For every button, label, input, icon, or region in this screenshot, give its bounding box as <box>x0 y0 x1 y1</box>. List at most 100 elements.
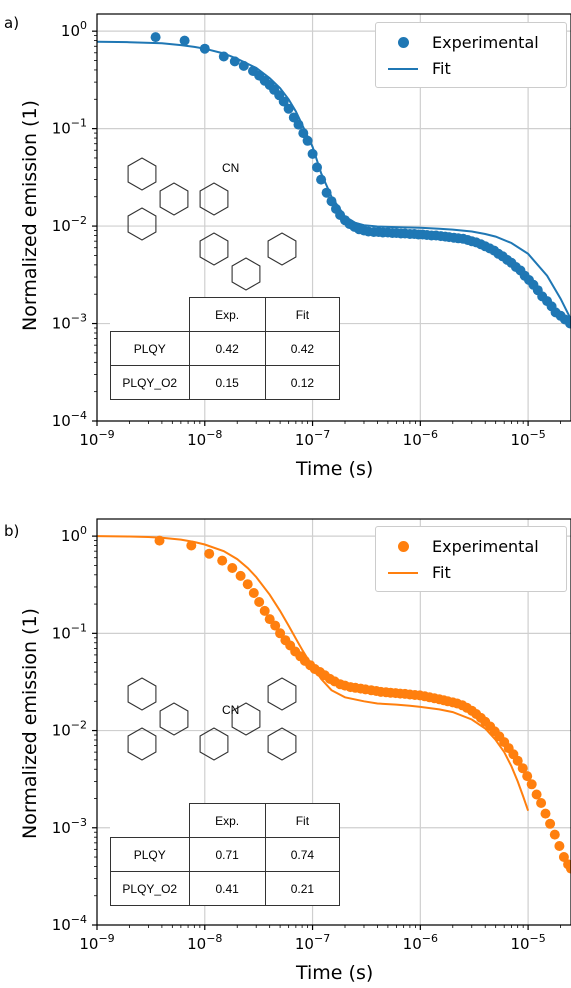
data-point <box>227 563 238 573</box>
structure-ring <box>127 207 157 241</box>
table-row: PLQY_O2 0.15 0.12 <box>110 365 341 400</box>
structure-ring <box>267 677 297 711</box>
table-cell: 0.42 <box>264 331 341 366</box>
legend-marker-icon <box>398 37 409 48</box>
y-tick-label: 10−4 <box>52 409 87 430</box>
structure-ring <box>199 232 229 266</box>
table-cell: 0.21 <box>264 871 341 906</box>
table-header: Exp. <box>188 297 266 332</box>
y-axis-label-a: Normalized emission (1) <box>19 100 41 331</box>
data-point <box>536 798 547 808</box>
structure-ring <box>267 232 297 266</box>
table-cell: 0.12 <box>264 365 341 400</box>
y-axis-label-b: Normalized emission (1) <box>19 608 41 839</box>
legend-item-experimental-a: Experimental <box>376 31 566 55</box>
legend-b: Experimental Fit <box>375 526 567 592</box>
data-point <box>288 112 299 123</box>
data-point <box>512 755 523 766</box>
y-tick-label: 100 <box>61 524 87 545</box>
legend-marker-icon <box>398 541 409 552</box>
structure-ring <box>127 727 157 761</box>
structure-ring <box>231 257 261 291</box>
x-axis-label-b: Time (s) <box>296 962 374 984</box>
x-tick-label: 10−8 <box>187 428 222 449</box>
plqy-table-a: Exp. Fit PLQY 0.42 0.42 PLQY_O2 0.15 0.1… <box>110 297 341 400</box>
table-header: Exp. <box>188 803 266 838</box>
data-point <box>217 555 228 566</box>
x-tick-label: 10−9 <box>79 428 114 449</box>
table-cell: 0.42 <box>188 331 266 366</box>
x-tick-label: 10−6 <box>403 932 438 953</box>
y-tick-label: 10−1 <box>52 621 87 642</box>
data-point <box>558 852 569 862</box>
data-point <box>270 620 281 631</box>
table-row: PLQY_O2 0.41 0.21 <box>110 871 341 906</box>
data-point <box>179 35 190 46</box>
structure-ring <box>127 677 157 711</box>
data-point <box>242 579 253 590</box>
table-cell: 0.74 <box>264 837 341 872</box>
legend-label: Experimental <box>432 33 539 52</box>
x-tick-label: 10−8 <box>187 932 222 953</box>
molecule-structure: CN <box>127 677 297 761</box>
table-cell: PLQY <box>110 331 190 366</box>
data-point <box>254 597 265 607</box>
structure-cn-label: CN <box>222 161 239 175</box>
table-row: PLQY 0.42 0.42 <box>110 331 341 366</box>
structure-ring <box>199 182 229 216</box>
data-point <box>204 548 215 559</box>
structure-ring <box>231 702 261 736</box>
chart-panel-a: CN 10−9 10−8 10−7 10−6 10−5 10−4 10−3 10−2 10−1 10… <box>52 13 571 449</box>
chart-panel-b: CN 10−9 10−8 10−7 10−6 10−5 10−4 10−3 10−2 10−1 10… <box>52 518 571 953</box>
structure-ring <box>159 182 189 216</box>
table-cell: 0.41 <box>188 871 266 906</box>
data-point <box>566 863 571 874</box>
x-tick-label: 10−5 <box>510 428 545 449</box>
data-point <box>545 818 556 829</box>
structure-ring <box>159 702 189 736</box>
table-header: Fit <box>264 803 341 838</box>
table-cell: 0.15 <box>188 365 266 400</box>
y-tick-label: 10−3 <box>52 312 87 333</box>
panel-label-a: a) <box>4 14 20 32</box>
legend-line-icon <box>388 68 418 70</box>
data-point <box>275 628 286 639</box>
y-tick-label: 10−1 <box>52 117 87 138</box>
table-cell: 0.71 <box>188 837 266 872</box>
table-row: PLQY 0.71 0.74 <box>110 837 341 872</box>
legend-label: Fit <box>432 563 451 582</box>
panel-label-b: b) <box>4 522 20 540</box>
table-header: Fit <box>264 297 341 332</box>
data-point <box>531 789 542 800</box>
y-tick-label: 10−4 <box>52 913 87 934</box>
y-tick-label: 10−2 <box>52 214 87 235</box>
x-tick-label: 10−7 <box>295 932 330 953</box>
data-point <box>278 96 289 107</box>
table-cell: PLQY_O2 <box>110 365 190 400</box>
data-point <box>259 605 270 616</box>
x-tick-label: 10−5 <box>510 932 545 953</box>
fit-line <box>97 40 571 320</box>
data-point <box>283 103 294 114</box>
data-point <box>554 841 565 851</box>
y-tick-label: 100 <box>61 19 87 40</box>
x-tick-label: 10−7 <box>295 428 330 449</box>
legend-label: Fit <box>432 59 451 78</box>
table-cell: PLQY <box>110 837 190 872</box>
data-point <box>540 808 551 819</box>
x-tick-label: 10−6 <box>403 428 438 449</box>
data-point <box>235 570 246 581</box>
fit-line <box>97 535 530 812</box>
x-axis-label-a: Time (s) <box>296 458 374 480</box>
structure-ring <box>199 727 229 761</box>
data-point <box>248 588 259 598</box>
legend-a: Experimental Fit <box>375 22 567 88</box>
legend-item-experimental-b: Experimental <box>376 535 566 559</box>
legend-item-fit-a: Fit <box>376 57 566 81</box>
data-point <box>517 763 528 774</box>
plqy-table-b: Exp. Fit PLQY 0.71 0.74 PLQY_O2 0.41 0.2… <box>110 803 341 906</box>
x-tick-label: 10−9 <box>79 932 114 953</box>
structure-ring <box>267 727 297 761</box>
